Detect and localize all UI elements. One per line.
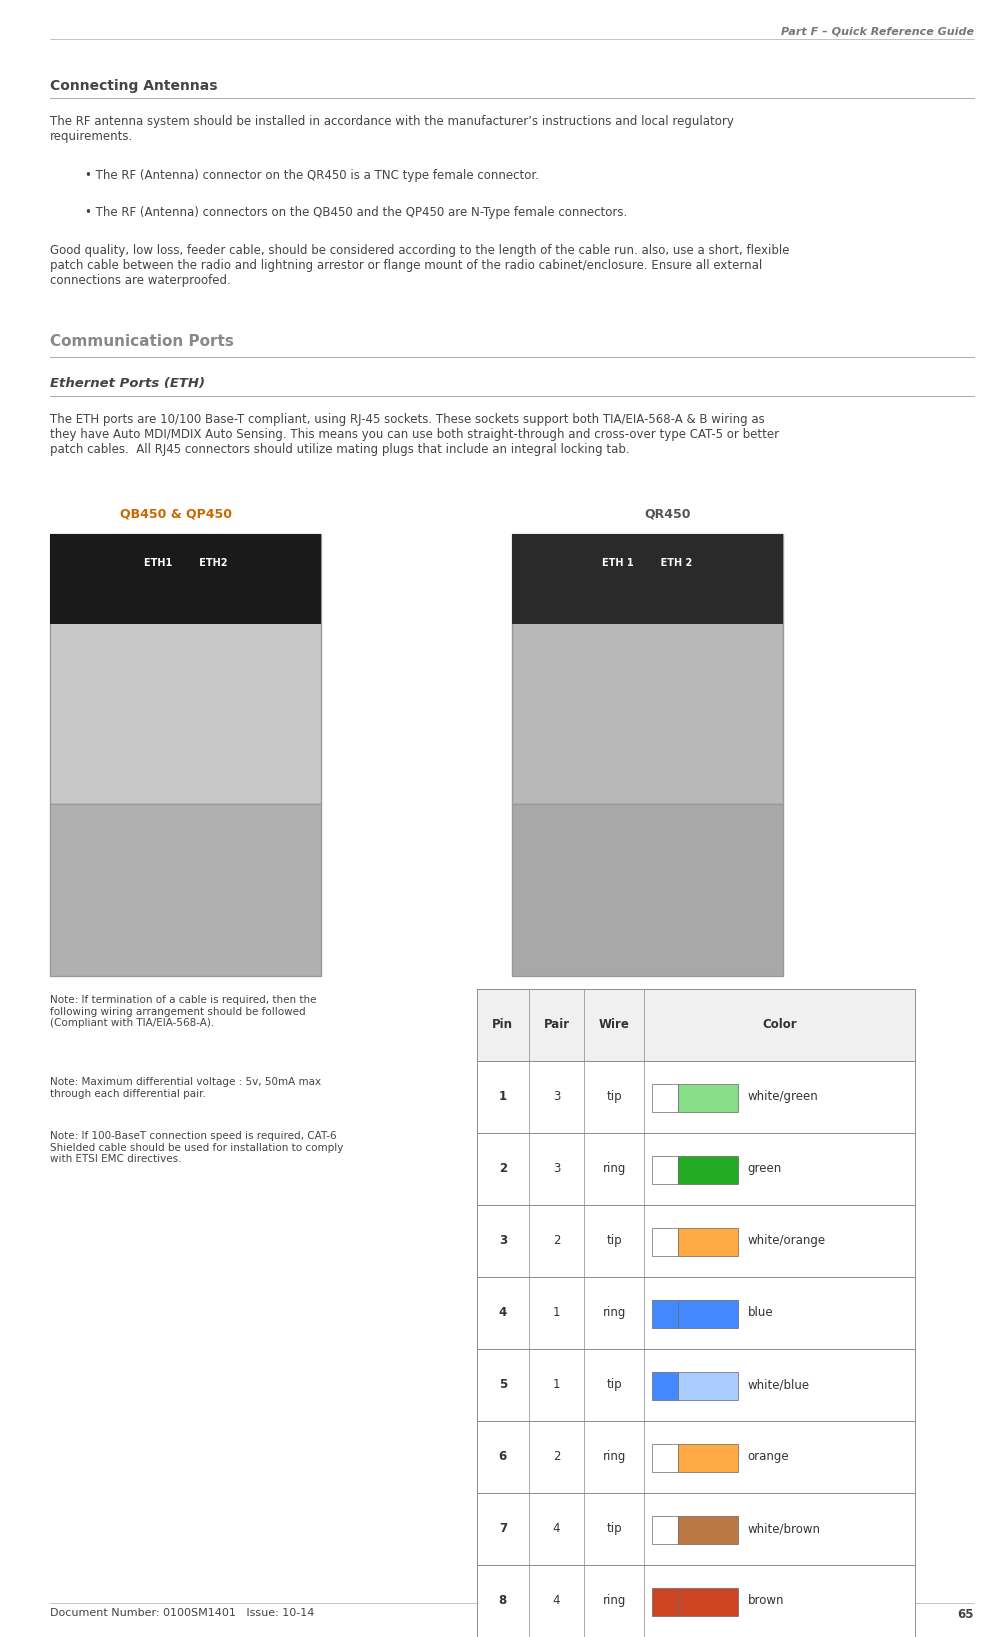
Bar — [652, 1516, 677, 1544]
Bar — [677, 1372, 737, 1400]
Text: brown: brown — [747, 1594, 783, 1608]
Text: QR450: QR450 — [644, 507, 690, 521]
Bar — [652, 1588, 677, 1616]
Text: ring: ring — [602, 1594, 625, 1608]
Text: ETH1        ETH2: ETH1 ETH2 — [143, 558, 228, 568]
Text: Connecting Antennas: Connecting Antennas — [50, 79, 218, 93]
Text: Document Number: 0100SM1401   Issue: 10-14: Document Number: 0100SM1401 Issue: 10-14 — [50, 1608, 314, 1617]
Text: 4: 4 — [553, 1594, 560, 1608]
Bar — [652, 1156, 677, 1184]
Text: 6: 6 — [498, 1450, 507, 1463]
Text: Pair: Pair — [543, 1018, 569, 1031]
Bar — [677, 1444, 737, 1472]
Text: orange: orange — [747, 1450, 788, 1463]
Text: Note: If 100-BaseT connection speed is required, CAT-6
Shielded cable should be : Note: If 100-BaseT connection speed is r… — [50, 1131, 343, 1164]
Text: tip: tip — [606, 1234, 622, 1247]
Text: 2: 2 — [553, 1450, 560, 1463]
Text: QB450 & QP450: QB450 & QP450 — [119, 507, 232, 521]
Text: tip: tip — [606, 1522, 622, 1536]
Bar — [476, 1205, 915, 1277]
Bar — [476, 1277, 915, 1349]
Bar — [677, 1084, 737, 1112]
Bar — [677, 1516, 737, 1544]
Text: 3: 3 — [498, 1234, 507, 1247]
Text: 4: 4 — [553, 1522, 560, 1536]
Text: 1: 1 — [553, 1306, 560, 1319]
Text: Color: Color — [762, 1018, 796, 1031]
Text: white/brown: white/brown — [747, 1522, 819, 1536]
Bar — [677, 1156, 737, 1184]
Bar — [476, 1061, 915, 1133]
Text: ring: ring — [602, 1162, 625, 1175]
Text: Note: If termination of a cable is required, then the
following wiring arrangeme: Note: If termination of a cable is requi… — [50, 995, 316, 1028]
Text: ring: ring — [602, 1306, 625, 1319]
Text: green: green — [747, 1162, 781, 1175]
Text: • The RF (Antenna) connectors on the QB450 and the QP450 are N-Type female conne: • The RF (Antenna) connectors on the QB4… — [85, 206, 627, 219]
Text: Part F – Quick Reference Guide: Part F – Quick Reference Guide — [779, 26, 973, 36]
Text: tip: tip — [606, 1378, 622, 1391]
Text: The ETH ports are 10/100 Base-T compliant, using RJ-45 sockets. These sockets su: The ETH ports are 10/100 Base-T complian… — [50, 413, 778, 455]
Text: Ethernet Ports (ETH): Ethernet Ports (ETH) — [50, 377, 205, 390]
Bar — [476, 989, 915, 1061]
Text: 65: 65 — [956, 1608, 973, 1621]
Text: The RF antenna system should be installed in accordance with the manufacturer’s : The RF antenna system should be installe… — [50, 115, 733, 142]
Bar — [50, 804, 321, 976]
Text: white/blue: white/blue — [747, 1378, 809, 1391]
Text: Good quality, low loss, feeder cable, should be considered according to the leng: Good quality, low loss, feeder cable, sh… — [50, 244, 789, 286]
Bar — [677, 1300, 737, 1328]
Bar — [50, 534, 321, 804]
Bar — [512, 534, 782, 804]
Text: blue: blue — [747, 1306, 772, 1319]
Text: • The RF (Antenna) connector on the QR450 is a TNC type female connector.: • The RF (Antenna) connector on the QR45… — [85, 169, 539, 182]
Text: 2: 2 — [498, 1162, 507, 1175]
Bar — [677, 1228, 737, 1256]
Bar — [512, 534, 782, 624]
Bar — [652, 1444, 677, 1472]
Text: white/green: white/green — [747, 1090, 817, 1103]
Text: 7: 7 — [498, 1522, 507, 1536]
Bar — [476, 1421, 915, 1493]
Text: 4: 4 — [498, 1306, 507, 1319]
Bar — [512, 804, 782, 976]
Text: 8: 8 — [498, 1594, 507, 1608]
Text: 2: 2 — [553, 1234, 560, 1247]
Bar — [476, 1565, 915, 1637]
Text: Note: Maximum differential voltage : 5v, 50mA max
through each differential pair: Note: Maximum differential voltage : 5v,… — [50, 1077, 321, 1098]
Text: 5: 5 — [498, 1378, 507, 1391]
Text: Pin: Pin — [491, 1018, 513, 1031]
Bar — [652, 1228, 677, 1256]
Bar — [476, 1133, 915, 1205]
Text: ring: ring — [602, 1450, 625, 1463]
Bar — [677, 1588, 737, 1616]
Bar — [50, 534, 321, 624]
Text: tip: tip — [606, 1090, 622, 1103]
Bar — [652, 1084, 677, 1112]
Bar — [476, 1493, 915, 1565]
Bar — [652, 1372, 677, 1400]
Text: ETH 1        ETH 2: ETH 1 ETH 2 — [602, 558, 692, 568]
Text: 1: 1 — [498, 1090, 507, 1103]
Text: Communication Ports: Communication Ports — [50, 334, 234, 349]
Text: 3: 3 — [553, 1162, 560, 1175]
Bar — [652, 1300, 677, 1328]
Bar — [476, 1349, 915, 1421]
Text: Wire: Wire — [598, 1018, 629, 1031]
Text: 1: 1 — [553, 1378, 560, 1391]
Text: white/orange: white/orange — [747, 1234, 825, 1247]
Text: 3: 3 — [553, 1090, 560, 1103]
